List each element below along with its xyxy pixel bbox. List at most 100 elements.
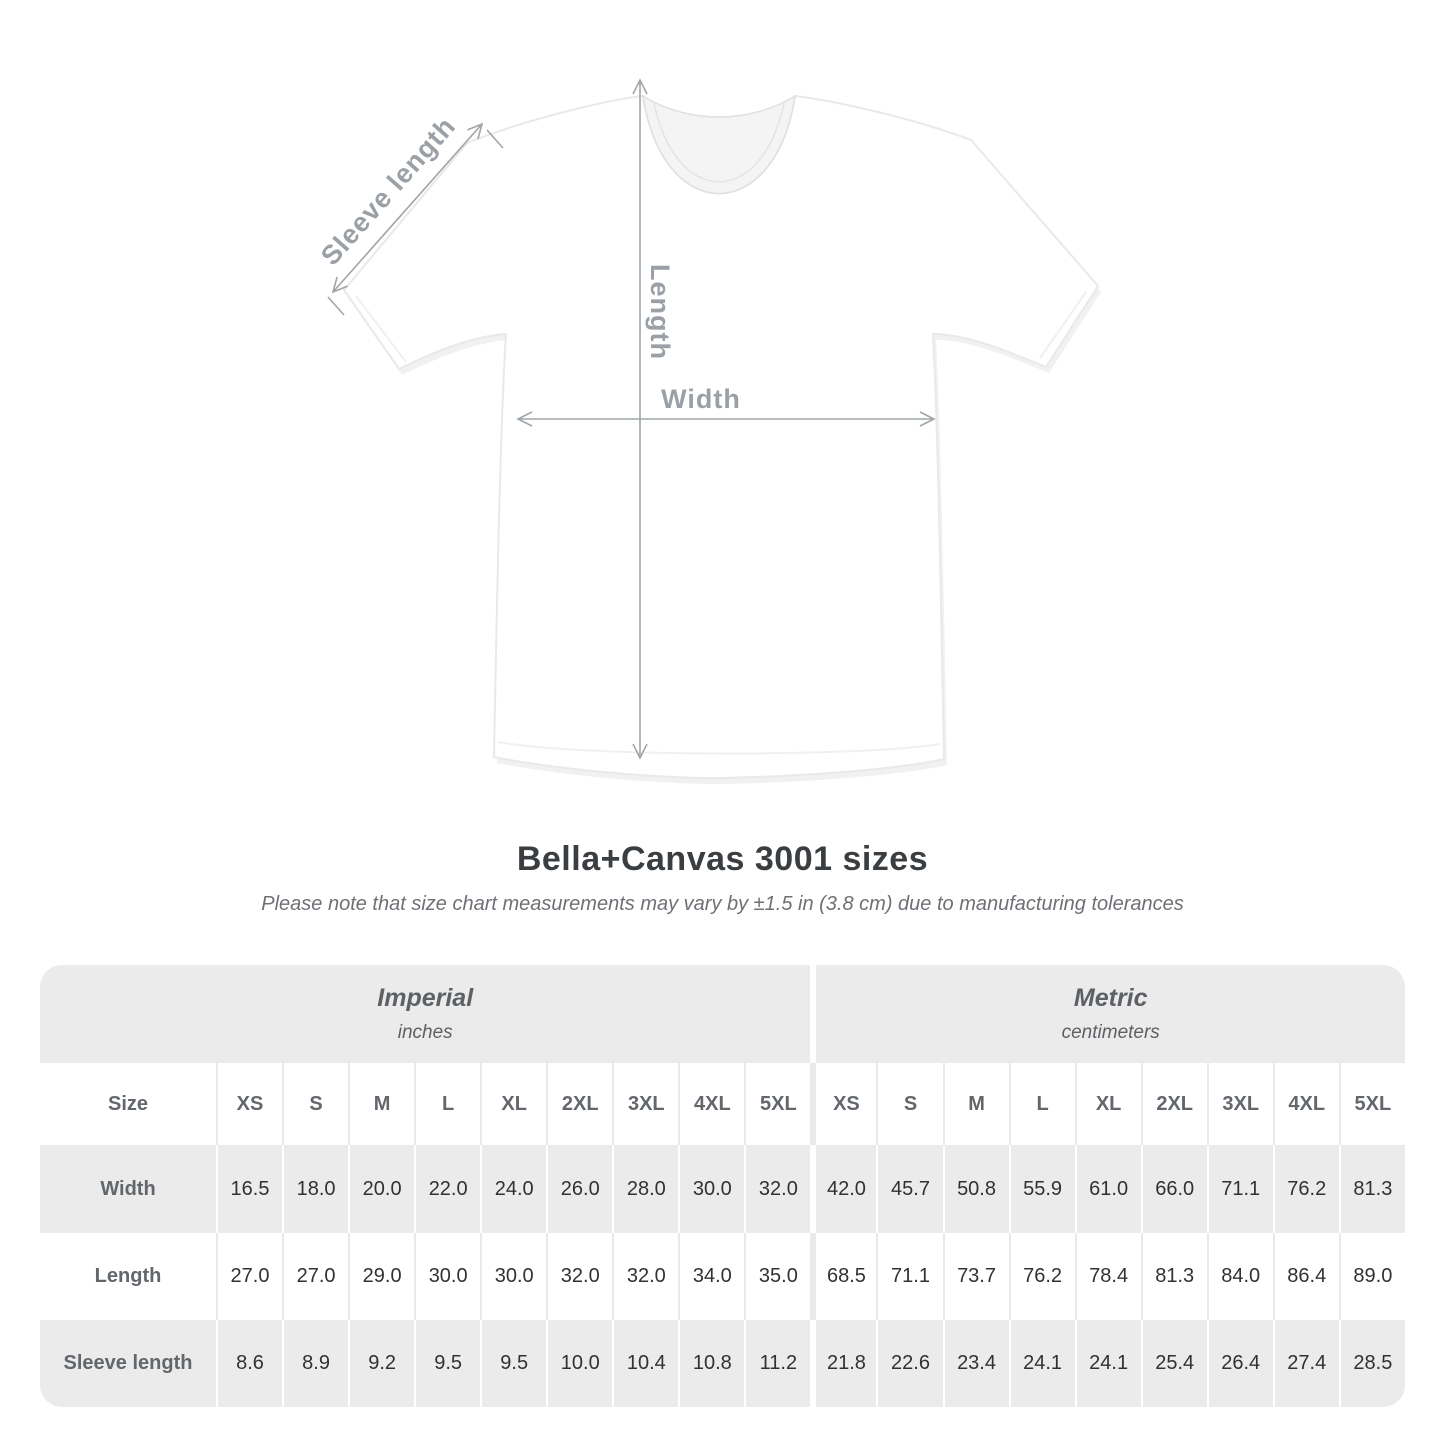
value-cell: 32.0 — [612, 1233, 679, 1320]
value-cell: 23.4 — [942, 1320, 1009, 1407]
value-cell: 76.2 — [1272, 1145, 1339, 1233]
value-cell: 29.0 — [348, 1233, 415, 1320]
row-label-length: Length — [40, 1233, 216, 1320]
value-cell: 26.4 — [1206, 1320, 1273, 1407]
width-row: Width 16.5 18.0 20.0 22.0 24.0 26.0 28.0… — [40, 1145, 1405, 1233]
tshirt-body — [342, 94, 1100, 780]
value-cell: 16.5 — [216, 1145, 283, 1233]
value-cell: 30.0 — [678, 1145, 745, 1233]
value-cell: 8.9 — [282, 1320, 349, 1407]
metric-header: Metric centimeters — [810, 965, 1405, 1063]
value-cell: 71.1 — [876, 1233, 943, 1320]
size-cell: 3XL — [612, 1063, 679, 1145]
size-cell: XS — [216, 1063, 283, 1145]
size-cell: XS — [810, 1063, 877, 1145]
value-cell: 9.5 — [414, 1320, 481, 1407]
value-cell: 8.6 — [216, 1320, 283, 1407]
value-cell: 10.4 — [612, 1320, 679, 1407]
value-cell: 35.0 — [744, 1233, 811, 1320]
tshirt-collar-seam — [653, 102, 785, 183]
value-cell: 26.0 — [546, 1145, 613, 1233]
value-cell: 22.6 — [876, 1320, 943, 1407]
page-title: Bella+Canvas 3001 sizes — [516, 840, 929, 878]
size-cell: S — [282, 1063, 349, 1145]
value-cell: 20.0 — [348, 1145, 415, 1233]
value-cell: 18.0 — [282, 1145, 349, 1233]
sleeve-length-row: Sleeve length 8.6 8.9 9.2 9.5 9.5 10.0 1… — [40, 1320, 1405, 1407]
length-row: Length 27.0 27.0 29.0 30.0 30.0 32.0 32.… — [40, 1233, 1405, 1320]
size-cell: 2XL — [546, 1063, 613, 1145]
size-cell: 4XL — [1272, 1063, 1339, 1145]
size-cell: 4XL — [678, 1063, 745, 1145]
value-cell: 27.4 — [1272, 1320, 1339, 1407]
size-cell: XL — [1074, 1063, 1141, 1145]
row-label-size: Size — [40, 1063, 216, 1145]
value-cell: 27.0 — [216, 1233, 283, 1320]
value-cell: 45.7 — [876, 1145, 943, 1233]
value-cell: 11.2 — [744, 1320, 811, 1407]
row-label-width: Width — [40, 1145, 216, 1233]
metric-unit: centimeters — [1061, 1022, 1160, 1043]
value-cell: 10.8 — [678, 1320, 745, 1407]
size-cell: 5XL — [744, 1063, 811, 1145]
imperial-header: Imperial inches — [40, 965, 811, 1063]
sleeve-length-arrow — [327, 122, 504, 316]
value-cell: 34.0 — [678, 1233, 745, 1320]
value-cell: 78.4 — [1074, 1233, 1141, 1320]
length-label: Length — [645, 264, 675, 360]
value-cell: 30.0 — [480, 1233, 547, 1320]
tshirt-measurement-diagram: Sleeve length Length Width — [315, 78, 1101, 785]
size-cell: 3XL — [1206, 1063, 1273, 1145]
tshirt-left-sleeve-line — [355, 295, 407, 363]
metric-title: Metric — [1073, 984, 1148, 1012]
value-cell: 55.9 — [1008, 1145, 1075, 1233]
value-cell: 22.0 — [414, 1145, 481, 1233]
value-cell: 28.5 — [1338, 1320, 1405, 1407]
value-cell: 71.1 — [1206, 1145, 1273, 1233]
page-subtitle: Please note that size chart measurements… — [261, 893, 1184, 915]
size-cell: L — [1008, 1063, 1075, 1145]
value-cell: 61.0 — [1074, 1145, 1141, 1233]
value-cell: 9.5 — [480, 1320, 547, 1407]
value-cell: 9.2 — [348, 1320, 415, 1407]
size-chart-table: Imperial inches Metric centimeters Size … — [40, 965, 1405, 1407]
size-cell: S — [876, 1063, 943, 1145]
imperial-unit: inches — [397, 1022, 453, 1043]
size-cell: L — [414, 1063, 481, 1145]
unit-header-row: Imperial inches Metric centimeters — [40, 965, 1405, 1063]
value-cell: 24.1 — [1074, 1320, 1141, 1407]
value-cell: 24.1 — [1008, 1320, 1075, 1407]
size-header-row: Size XS S M L XL 2XL 3XL 4XL 5XL XS S M … — [40, 1063, 1405, 1145]
width-arrow — [516, 411, 936, 427]
value-cell: 32.0 — [546, 1233, 613, 1320]
value-cell: 76.2 — [1008, 1233, 1075, 1320]
value-cell: 84.0 — [1206, 1233, 1273, 1320]
tshirt-neck-hole — [642, 94, 796, 195]
value-cell: 66.0 — [1140, 1145, 1207, 1233]
size-cell: 5XL — [1338, 1063, 1405, 1145]
value-cell: 30.0 — [414, 1233, 481, 1320]
size-cell: XL — [480, 1063, 547, 1145]
value-cell: 81.3 — [1140, 1233, 1207, 1320]
value-cell: 24.0 — [480, 1145, 547, 1233]
value-cell: 89.0 — [1338, 1233, 1405, 1320]
value-cell: 73.7 — [942, 1233, 1009, 1320]
row-label-sleeve-length: Sleeve length — [40, 1320, 216, 1407]
value-cell: 25.4 — [1140, 1320, 1207, 1407]
value-cell: 42.0 — [810, 1145, 877, 1233]
tshirt-hem-line — [497, 741, 941, 755]
value-cell: 28.0 — [612, 1145, 679, 1233]
value-cell: 68.5 — [810, 1233, 877, 1320]
value-cell: 86.4 — [1272, 1233, 1339, 1320]
value-cell: 32.0 — [744, 1145, 811, 1233]
tshirt-svg: Sleeve length Length Width — [315, 78, 1101, 785]
value-cell: 10.0 — [546, 1320, 613, 1407]
size-cell: M — [942, 1063, 1009, 1145]
value-cell: 81.3 — [1338, 1145, 1405, 1233]
value-cell: 21.8 — [810, 1320, 877, 1407]
value-cell: 50.8 — [942, 1145, 1009, 1233]
width-label: Width — [661, 384, 741, 414]
size-cell: 2XL — [1140, 1063, 1207, 1145]
size-cell: M — [348, 1063, 415, 1145]
value-cell: 27.0 — [282, 1233, 349, 1320]
